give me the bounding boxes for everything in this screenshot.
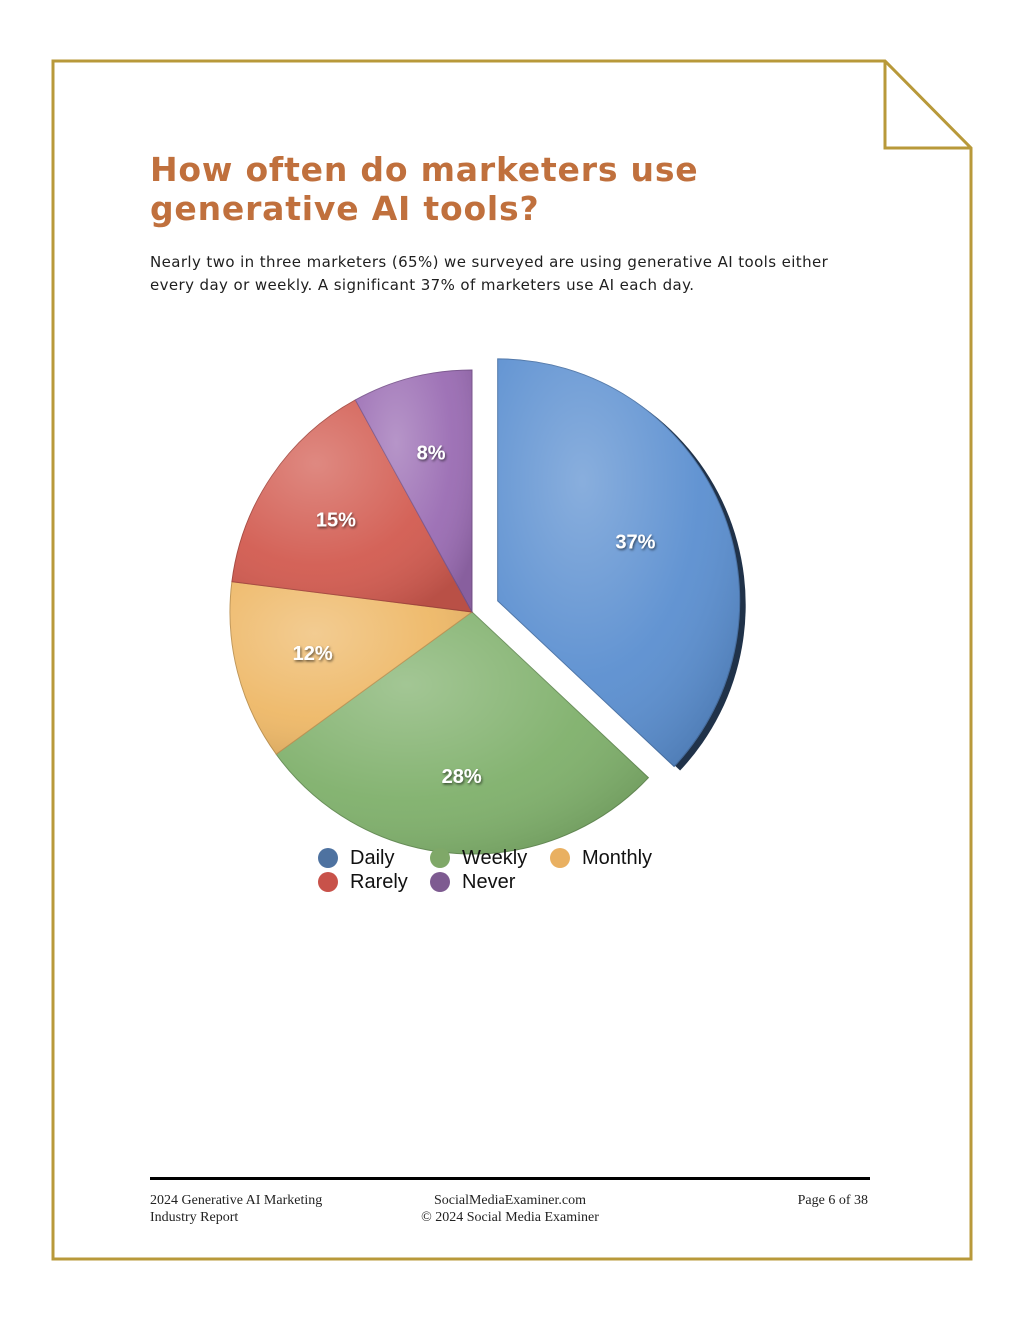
legend-swatch-never — [430, 872, 450, 892]
footer-report-line1: 2024 Generative AI Marketing — [150, 1193, 323, 1208]
pie-slice-shine-never — [355, 370, 472, 612]
footer-rule — [150, 1177, 870, 1180]
legend-item-daily: Daily — [318, 846, 394, 870]
pie-slice-shine-daily — [497, 358, 740, 767]
page-title: How often do marketers use generative AI… — [150, 150, 699, 228]
footer-site-url: SocialMediaExaminer.com — [433, 1193, 586, 1208]
legend-swatch-weekly — [430, 848, 450, 868]
pie-label-weekly: 28% — [442, 766, 482, 788]
pie-label-never: 8% — [417, 443, 446, 465]
legend-label-daily: Daily — [350, 846, 395, 869]
folded-corner-icon — [883, 61, 971, 150]
footer-site: SocialMediaExaminer.com © 2024 Social Me… — [380, 1192, 640, 1226]
legend-item-weekly: Weekly — [430, 846, 527, 870]
legend-swatch-daily — [318, 848, 338, 868]
legend-item-monthly: Monthly — [550, 846, 652, 870]
pie-slice-shine-monthly — [230, 581, 472, 755]
footer-page-number: Page 6 of 38 — [660, 1192, 868, 1209]
footer-report-line2: Industry Report — [150, 1210, 239, 1225]
pie-slice-shine-weekly — [276, 612, 649, 854]
legend-label-monthly: Monthly — [582, 846, 653, 869]
pie-gap-spacer — [472, 490, 498, 606]
intro-paragraph: Nearly two in three marketers (65%) we s… — [150, 253, 829, 294]
chart-legend: Daily Weekly Monthly Rarely Never — [318, 846, 698, 896]
pie-label-rarely: 15% — [316, 510, 356, 532]
footer-report-name: 2024 Generative AI Marketing Industry Re… — [150, 1192, 380, 1226]
footer-copyright: © 2024 Social Media Examiner — [421, 1210, 599, 1225]
legend-label-never: Never — [462, 870, 516, 893]
legend-swatch-rarely — [318, 872, 338, 892]
legend-label-weekly: Weekly — [462, 846, 528, 869]
legend-item-rarely: Rarely — [318, 870, 408, 894]
pie-label-daily: 37% — [615, 531, 655, 553]
legend-label-rarely: Rarely — [350, 870, 408, 893]
pie-label-monthly: 12% — [293, 643, 333, 665]
legend-swatch-monthly — [550, 848, 570, 868]
pie-slice-shine-rarely — [231, 399, 472, 612]
footer-page-label: Page 6 of 38 — [797, 1193, 868, 1208]
legend-item-never: Never — [430, 870, 515, 894]
